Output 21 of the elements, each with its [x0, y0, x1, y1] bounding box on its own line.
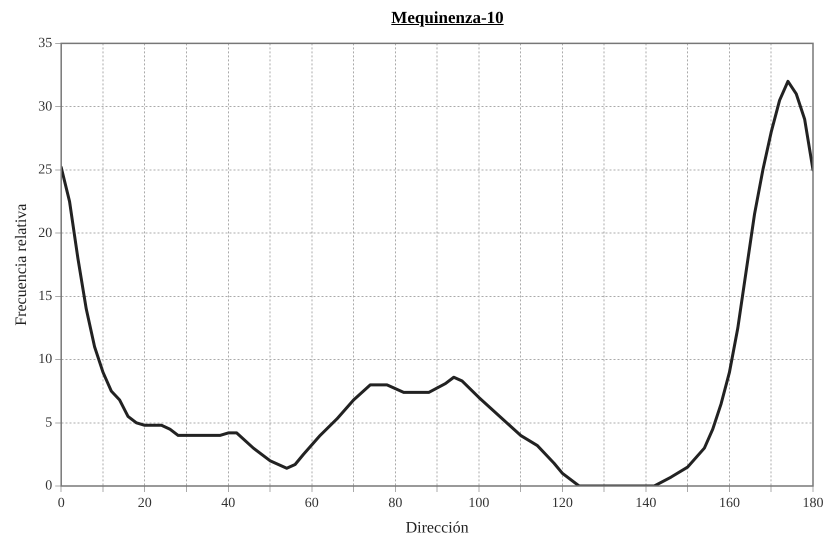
y-tick-label: 15: [38, 288, 52, 304]
y-tick-label: 35: [38, 36, 52, 52]
x-axis-title: Dirección: [406, 520, 469, 537]
x-tick-label: 180: [802, 496, 824, 512]
x-tick-label: 20: [138, 496, 152, 512]
y-tick-label: 25: [38, 162, 52, 178]
x-tick-label: 80: [388, 496, 402, 512]
x-tick-label: 40: [221, 496, 236, 512]
x-tick-label: 100: [468, 496, 490, 512]
y-tick-label: 5: [45, 415, 52, 430]
x-tick-label: 0: [58, 496, 65, 512]
y-axis-title: Frecuencia relativa: [12, 204, 30, 326]
y-tick-label: 0: [45, 478, 52, 494]
y-tick-label: 20: [38, 226, 52, 241]
chart-title: Mequinenza-10: [390, 8, 505, 29]
x-tick-label: 60: [304, 496, 319, 512]
y-tick-label: 30: [38, 99, 52, 114]
y-tick-label: 10: [38, 352, 52, 368]
x-tick-label: 160: [718, 496, 740, 512]
x-tick-label: 120: [552, 496, 573, 512]
x-tick-label: 140: [635, 496, 656, 512]
